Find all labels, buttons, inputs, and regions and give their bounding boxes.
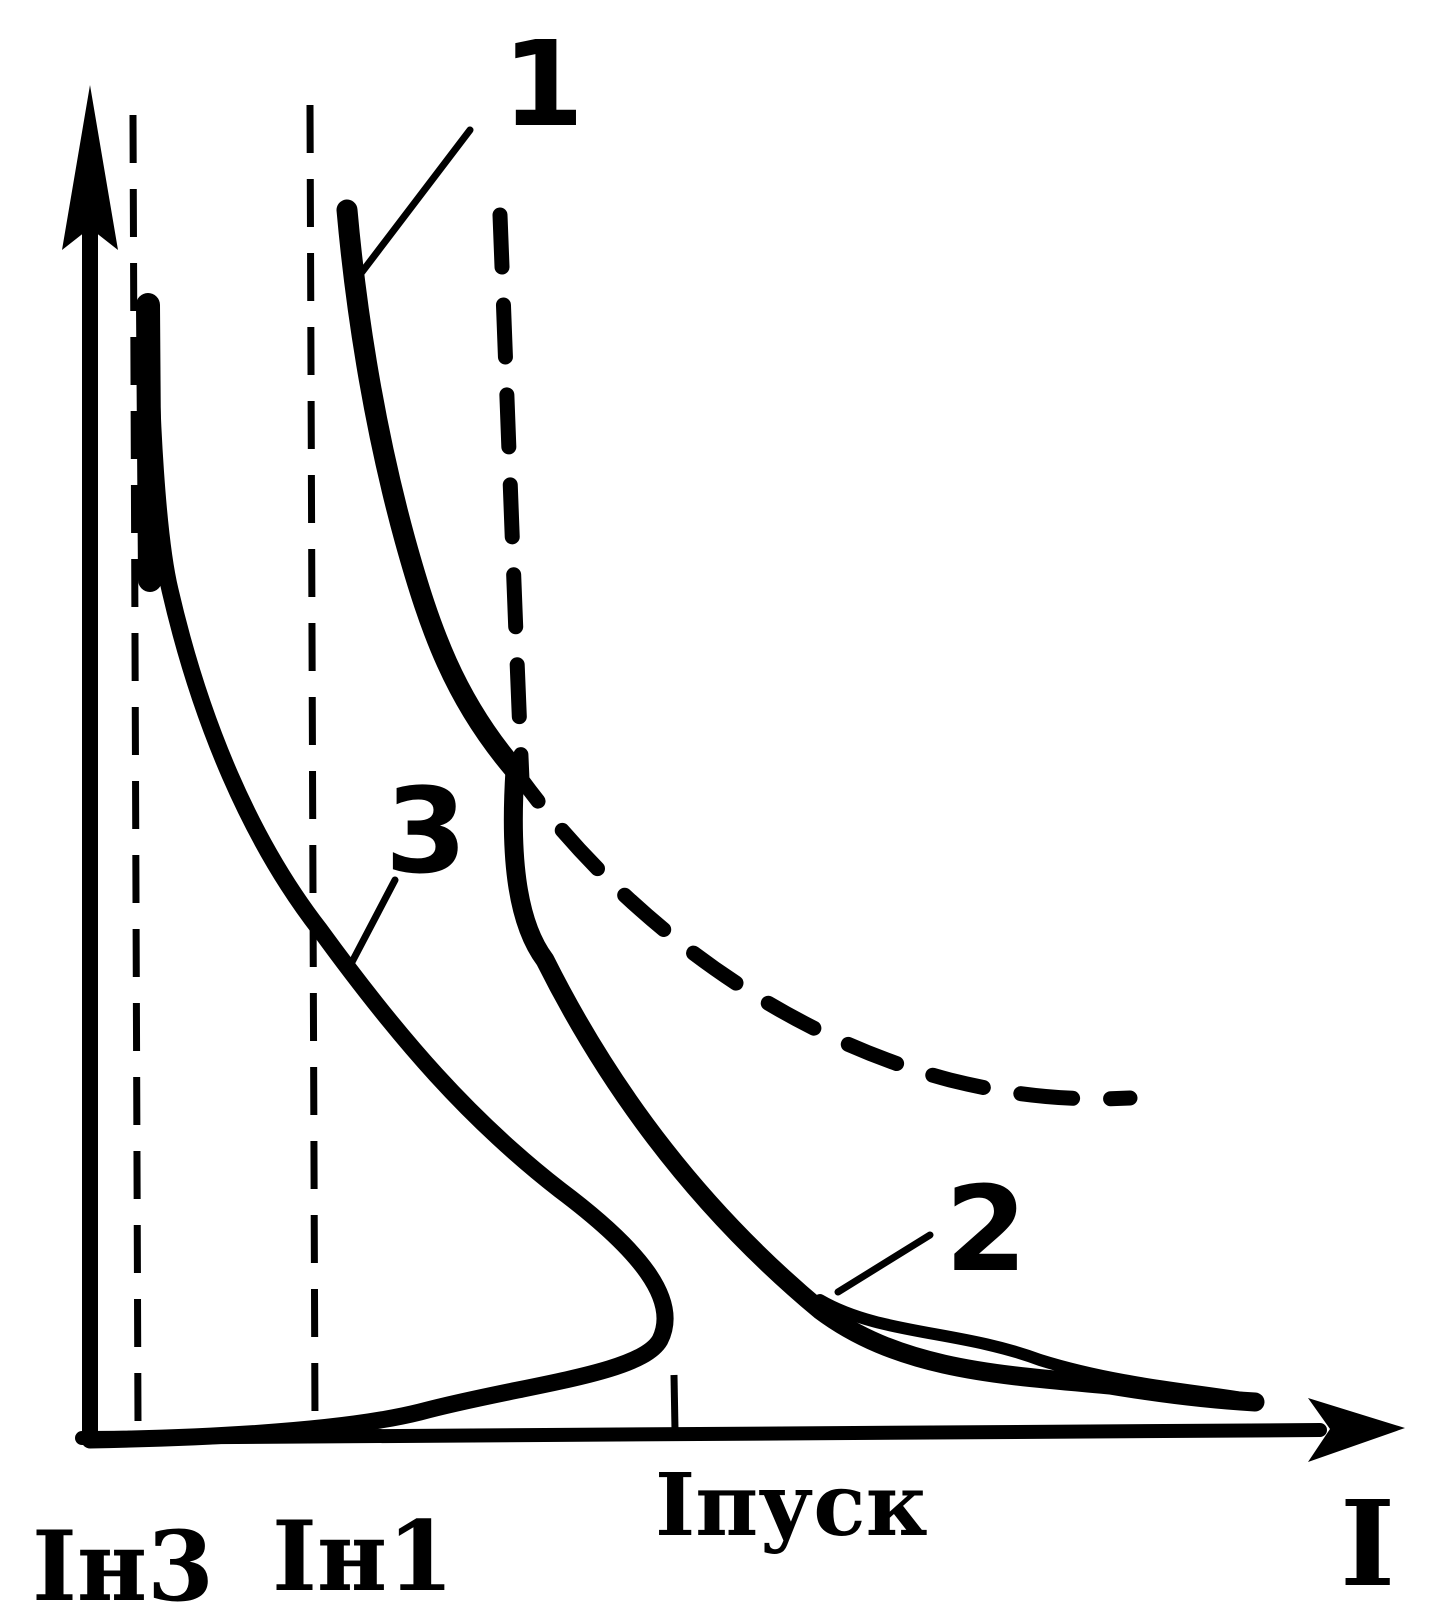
curve-2-lower-branch: [503, 760, 1265, 1412]
curve-1-label: 1: [502, 15, 584, 153]
leader-line-1: [358, 126, 474, 276]
dashed-line-ipusk: [670, 1374, 679, 1431]
tick-label-ipusk: Iпуск: [655, 1455, 928, 1556]
tick-label-in1: Iн1: [272, 1500, 454, 1613]
curve-2-upper-branch: [336, 199, 526, 781]
x-axis-arrowhead: [1308, 1398, 1405, 1462]
leader-line-2: [834, 1231, 934, 1296]
curve-3-upper-thickening: [136, 293, 162, 592]
dashed-line-in1: [306, 104, 319, 1426]
x-axis-label: I: [1340, 1474, 1395, 1613]
curve-3-solid: [81, 296, 674, 1449]
curve-1-dashed: [492, 207, 1138, 1107]
curve-3-label: 3: [385, 762, 467, 900]
tick-label-in3: Iн3: [32, 1510, 214, 1615]
leader-line-3: [348, 876, 399, 966]
curve-2-label: 2: [945, 1160, 1027, 1298]
curve-2-tail-thickening: [814, 1294, 1261, 1406]
y-axis-arrowhead: [62, 85, 118, 250]
